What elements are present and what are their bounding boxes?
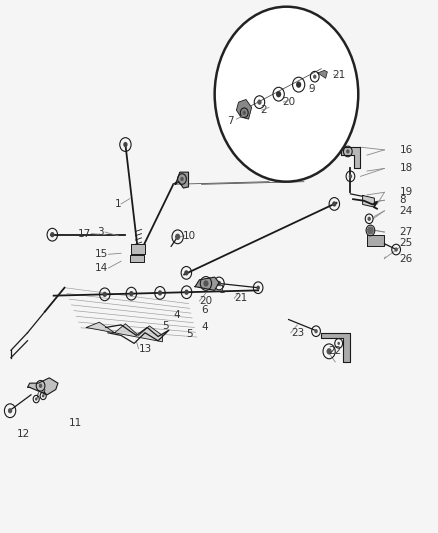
Polygon shape <box>176 172 188 188</box>
Circle shape <box>129 291 134 296</box>
Text: 1: 1 <box>114 199 121 209</box>
Circle shape <box>296 82 301 88</box>
Polygon shape <box>341 147 360 168</box>
Text: 22: 22 <box>328 346 341 357</box>
Text: 5: 5 <box>162 321 169 331</box>
Text: 27: 27 <box>399 227 413 237</box>
Circle shape <box>349 174 352 179</box>
Text: 16: 16 <box>399 145 413 155</box>
Polygon shape <box>237 100 252 119</box>
Circle shape <box>203 280 208 287</box>
Circle shape <box>102 292 107 297</box>
Circle shape <box>35 398 38 401</box>
Text: 6: 6 <box>201 305 208 315</box>
Text: 9: 9 <box>308 84 315 94</box>
Circle shape <box>394 247 398 252</box>
Polygon shape <box>130 255 144 262</box>
Text: 19: 19 <box>399 187 413 197</box>
Text: 7: 7 <box>228 116 234 126</box>
Circle shape <box>50 232 54 237</box>
Circle shape <box>180 177 184 181</box>
Circle shape <box>326 348 332 354</box>
Circle shape <box>215 7 358 182</box>
Text: 11: 11 <box>69 418 82 428</box>
Text: 4: 4 <box>173 310 180 320</box>
Circle shape <box>367 226 374 235</box>
Text: 15: 15 <box>95 249 108 260</box>
Circle shape <box>158 290 162 296</box>
Polygon shape <box>131 244 145 254</box>
Circle shape <box>346 149 350 154</box>
Text: 3: 3 <box>97 227 104 237</box>
Text: 12: 12 <box>17 429 30 439</box>
Circle shape <box>123 142 127 147</box>
Circle shape <box>337 342 340 345</box>
Circle shape <box>8 408 12 414</box>
Text: 5: 5 <box>186 329 193 340</box>
Text: 20: 20 <box>282 97 295 107</box>
Text: 14: 14 <box>95 263 108 273</box>
Text: 4: 4 <box>201 322 208 333</box>
Polygon shape <box>28 378 58 395</box>
Text: 18: 18 <box>399 164 413 173</box>
Text: 25: 25 <box>399 238 413 248</box>
Circle shape <box>276 91 281 98</box>
Text: 24: 24 <box>399 206 413 216</box>
Text: 13: 13 <box>138 344 152 354</box>
Circle shape <box>256 286 260 290</box>
Text: 1: 1 <box>219 285 226 295</box>
Polygon shape <box>318 70 327 78</box>
Polygon shape <box>363 196 374 207</box>
Circle shape <box>184 270 188 276</box>
Text: 17: 17 <box>78 229 91 239</box>
Text: 21: 21 <box>332 70 346 79</box>
Text: 8: 8 <box>399 195 406 205</box>
Text: 20: 20 <box>199 296 212 306</box>
Circle shape <box>184 289 189 295</box>
Polygon shape <box>86 322 162 342</box>
Polygon shape <box>195 277 219 290</box>
Polygon shape <box>367 235 385 246</box>
Circle shape <box>314 329 318 333</box>
Text: 26: 26 <box>399 254 413 263</box>
Circle shape <box>42 394 45 398</box>
Circle shape <box>257 100 261 105</box>
Text: 23: 23 <box>291 328 304 338</box>
Circle shape <box>217 281 221 286</box>
Circle shape <box>39 384 42 388</box>
Circle shape <box>367 216 371 221</box>
Circle shape <box>243 111 246 115</box>
Text: 21: 21 <box>234 293 247 303</box>
Circle shape <box>332 201 336 207</box>
Circle shape <box>313 75 317 79</box>
Circle shape <box>175 233 180 240</box>
Text: 10: 10 <box>184 231 196 241</box>
Text: 2: 2 <box>260 105 267 115</box>
Polygon shape <box>321 333 350 362</box>
